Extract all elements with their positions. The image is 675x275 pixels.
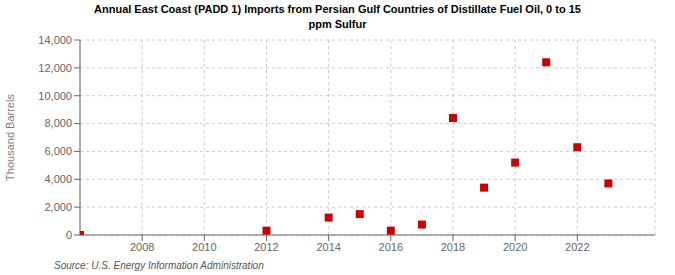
svg-text:2014: 2014 — [316, 241, 340, 253]
html-text:Source: U.S. Energy Informatio: Source: U.S. Energy Information Administ… — [54, 260, 264, 271]
svg-text:2010: 2010 — [192, 241, 216, 253]
svg-text:4,000: 4,000 — [44, 173, 72, 185]
svg-text:2018: 2018 — [441, 241, 465, 253]
svg-text:0: 0 — [66, 229, 72, 241]
svg-text:2008: 2008 — [130, 241, 154, 253]
svg-text:12,000: 12,000 — [38, 62, 72, 74]
html-text:Annual East Coast (PADD 1) Imp: Annual East Coast (PADD 1) Imports from … — [94, 3, 581, 15]
svg-text:8,000: 8,000 — [44, 117, 72, 129]
svg-text:2012: 2012 — [254, 241, 278, 253]
svg-text:10,000: 10,000 — [38, 90, 72, 102]
svg-text:14,000: 14,000 — [38, 34, 72, 46]
html-text:ppm Sulfur: ppm Sulfur — [308, 18, 367, 30]
svg-text:Thousand Barrels: Thousand Barrels — [8, 94, 16, 181]
svg-text:2022: 2022 — [565, 241, 589, 253]
svg-text:2020: 2020 — [503, 241, 527, 253]
svg-text:2,000: 2,000 — [44, 201, 72, 213]
svg-text:6,000: 6,000 — [44, 145, 72, 157]
svg-text:2016: 2016 — [379, 241, 403, 253]
